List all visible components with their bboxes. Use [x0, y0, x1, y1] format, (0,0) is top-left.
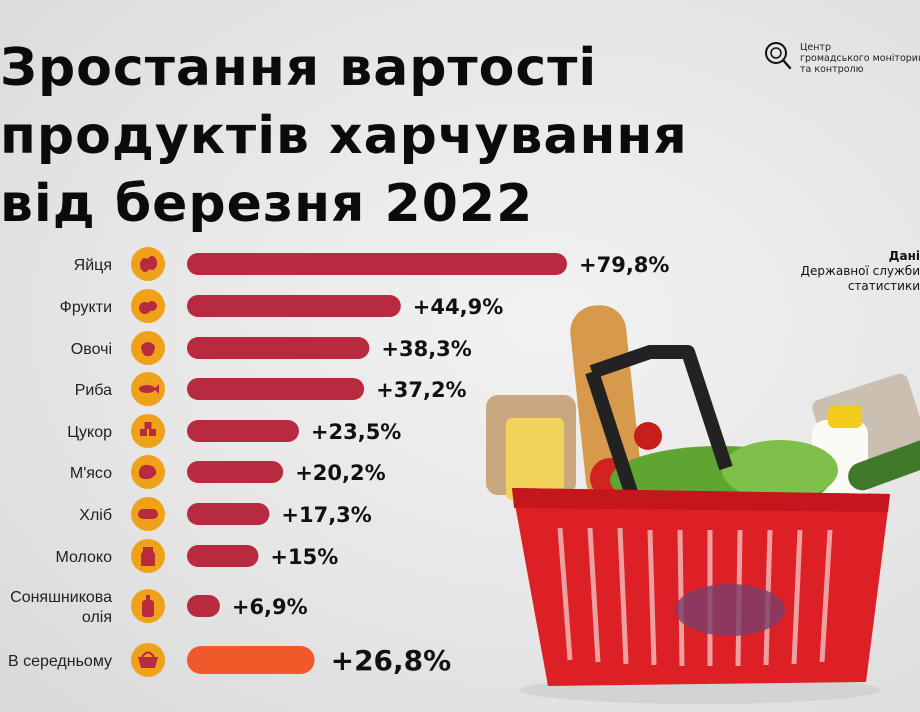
title-line: Зростання вартості: [0, 38, 598, 98]
milk-icon: [131, 539, 165, 573]
source-line: Дані: [888, 249, 920, 263]
oil-bottle-icon: [131, 589, 165, 623]
bar: [187, 378, 365, 400]
chart-row: Молоко +15%: [55, 539, 338, 573]
magnifier-logo-icon: [765, 42, 792, 70]
category-label: Хліб: [79, 507, 112, 524]
title-line: від березня 2022: [0, 174, 534, 234]
category-label: Фрукти: [60, 299, 112, 316]
bread-icon: [131, 497, 165, 531]
bar: [187, 461, 284, 483]
value-label: +79,8%: [579, 253, 669, 277]
category-label: Цукор: [67, 424, 112, 441]
category-label: Овочі: [71, 341, 112, 358]
fruit-icon: [131, 289, 165, 323]
logo: Центр громадського моніторингу та контро…: [762, 40, 920, 80]
logo-line: та контролю: [800, 64, 864, 75]
bar: [187, 545, 259, 567]
title-line: продуктів харчування: [0, 106, 688, 166]
page-title: Зростання вартості продуктів харчування …: [0, 34, 688, 238]
logo-line: Центр: [800, 42, 831, 53]
value-label: +20,2%: [295, 461, 385, 485]
chart-row: Фрукти +44,9%: [60, 289, 503, 323]
fish-icon: [131, 372, 165, 406]
value-label: +38,3%: [381, 337, 471, 361]
vegetables-icon: [131, 331, 165, 365]
sugar-icon: [131, 414, 165, 448]
value-label: +15%: [270, 545, 338, 569]
bar: [187, 253, 567, 275]
chart-row: Цукор +23,5%: [67, 414, 401, 448]
category-label: Яйця: [74, 257, 112, 274]
value-label: +23,5%: [311, 420, 401, 444]
bar: [187, 420, 299, 442]
category-label: Риба: [75, 382, 112, 399]
chart-row: М'ясо +20,2%: [70, 455, 386, 489]
bar: [187, 646, 315, 674]
logo-line: громадського моніторингу: [800, 53, 920, 64]
category-label: М'ясо: [70, 465, 112, 482]
basket-icon: [131, 643, 165, 677]
source-note: Дані Державної служби статистики: [800, 249, 920, 294]
category-label: Молоко: [55, 549, 112, 566]
bar: [187, 503, 270, 525]
bar: [187, 295, 401, 317]
category-label: Соняшникова: [10, 589, 112, 606]
source-line: статистики: [847, 279, 920, 293]
bar: [187, 595, 220, 617]
chart-row: Риба +37,2%: [75, 372, 467, 406]
meat-icon: [131, 455, 165, 489]
chart-row: Хліб +17,3%: [79, 497, 372, 531]
chart-row: В середньому +26,8%: [8, 643, 451, 677]
bar: [187, 337, 370, 359]
value-label: +44,9%: [413, 295, 503, 319]
value-label: +26,8%: [331, 644, 452, 677]
value-label: +37,2%: [376, 378, 466, 402]
chart-row: Соняшникова олія +6,9%: [10, 589, 308, 626]
category-label: олія: [82, 609, 112, 626]
value-label: +6,9%: [232, 595, 308, 619]
category-label: В середньому: [8, 653, 112, 670]
logo-text: Центр громадського моніторингу та контро…: [800, 42, 920, 75]
value-label: +17,3%: [281, 503, 371, 527]
source-line: Державної служби: [800, 264, 920, 278]
chart-row: Овочі +38,3%: [71, 331, 472, 365]
eggs-icon: [131, 247, 165, 281]
chart-row: Яйця +79,8%: [74, 247, 669, 281]
grocery-basket-illustration: [486, 305, 920, 704]
